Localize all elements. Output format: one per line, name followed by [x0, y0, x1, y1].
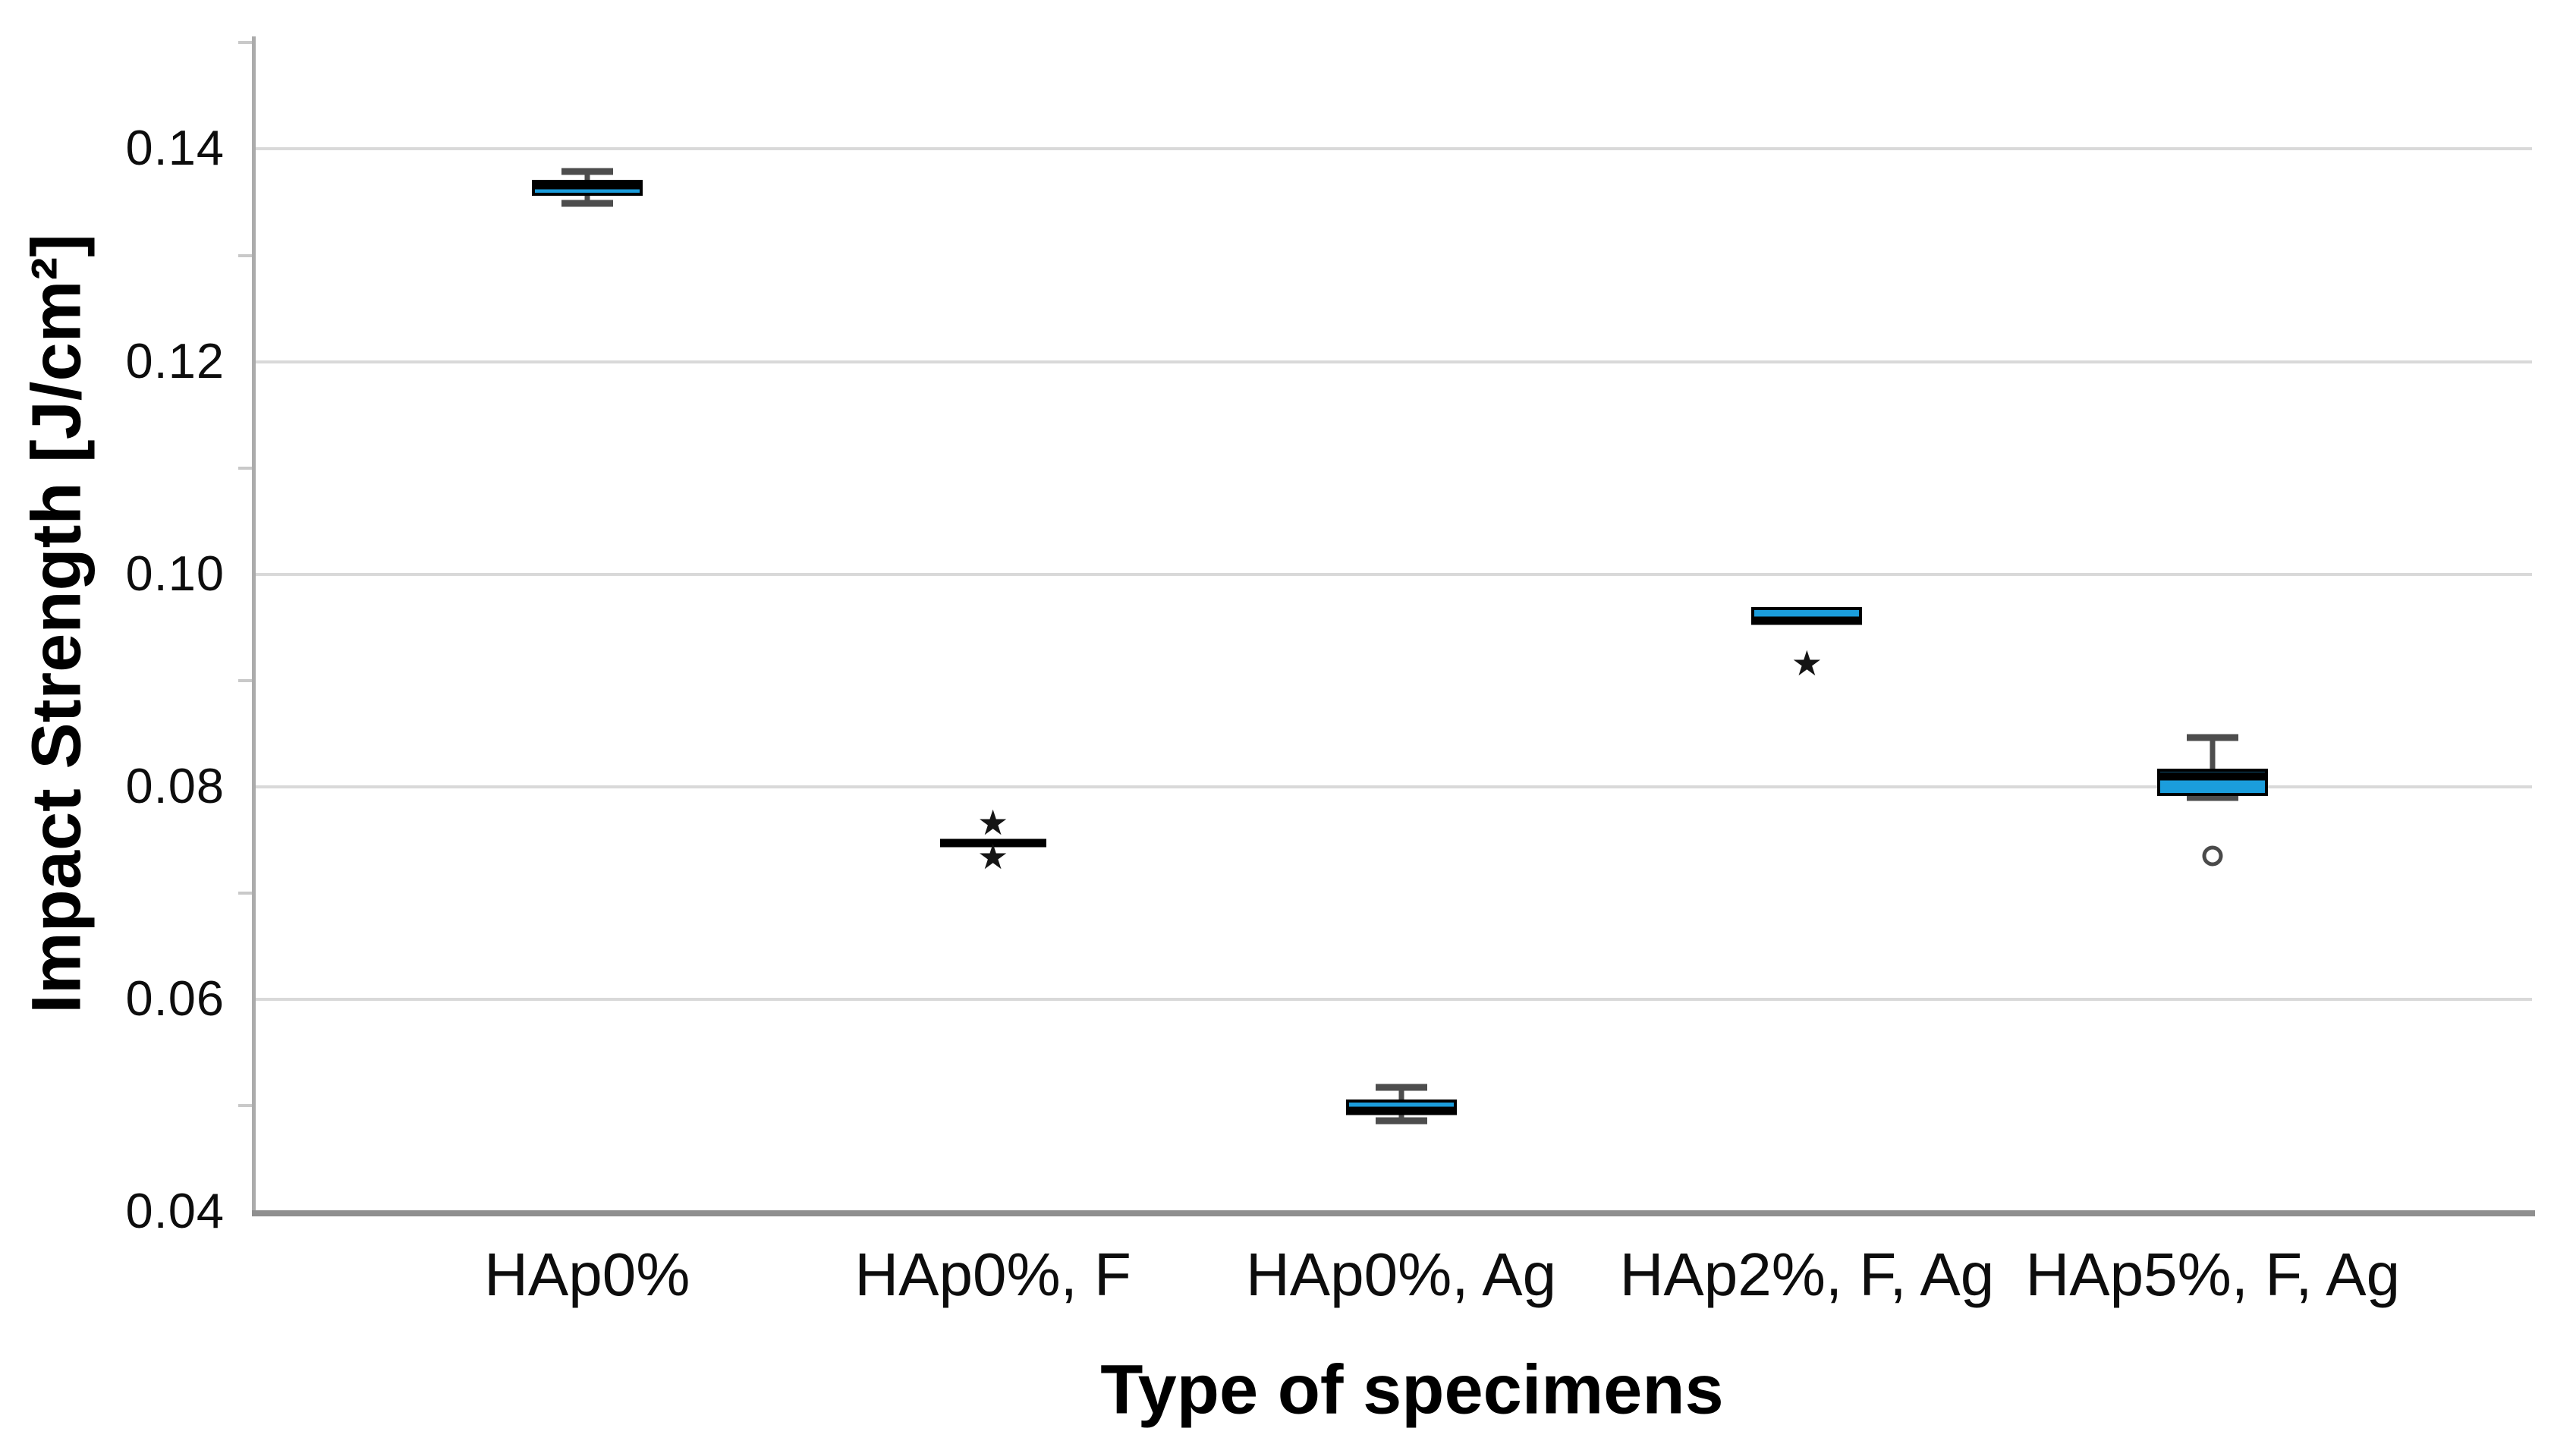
- y-tick-label: 0.12: [125, 332, 225, 389]
- x-tick-label-3: HAp0%, Ag: [1245, 1241, 1557, 1308]
- gridline-0.14: [252, 147, 2532, 151]
- y-minor-tick: [238, 1103, 252, 1107]
- gridline-0.12: [252, 360, 2532, 363]
- x-tick-label-1: HAp0%: [484, 1241, 690, 1308]
- y-tick-label: 0.10: [125, 545, 225, 601]
- lower-whisker-cap: [1375, 1117, 1427, 1125]
- upper-whisker-cap: [1375, 1084, 1427, 1091]
- y-minor-tick: [238, 891, 252, 895]
- median-line: [1345, 1106, 1457, 1115]
- upper-whisker-stem: [584, 171, 590, 181]
- x-axis-title: Type of specimens: [1100, 1351, 1724, 1429]
- gridline-0.06: [252, 997, 2532, 1001]
- upper-whisker-stem: [1398, 1087, 1404, 1100]
- median-line: [939, 838, 1046, 848]
- y-axis-line: [252, 36, 256, 1212]
- y-minor-tick: [238, 466, 252, 470]
- y-tick-label: 0.14: [125, 120, 225, 176]
- median-line: [1751, 616, 1863, 625]
- x-axis-line: [252, 1210, 2535, 1216]
- median-line: [2157, 772, 2269, 781]
- y-tick-label: 0.08: [125, 757, 225, 813]
- lower-whisker-cap: [561, 200, 613, 207]
- outlier-star: ★: [977, 836, 1009, 878]
- gridline-0.10: [252, 572, 2532, 576]
- y-minor-tick: [238, 41, 252, 45]
- upper-whisker-cap: [2187, 734, 2239, 741]
- upper-whisker-cap: [561, 168, 613, 175]
- x-tick-label-2: HAp0%, F: [854, 1241, 1131, 1308]
- x-tick-label-4: HAp2%, F, Ag: [1619, 1241, 1995, 1308]
- median-line: [531, 181, 643, 190]
- outlier-circle: [2202, 845, 2223, 867]
- x-tick-label-5: HAp5%, F, Ag: [2025, 1241, 2401, 1308]
- y-tick-label: 0.06: [125, 970, 225, 1026]
- outlier-star: ★: [1791, 643, 1823, 684]
- y-tick-label: 0.04: [125, 1183, 225, 1238]
- gridline-0.08: [252, 785, 2532, 788]
- lower-whisker-cap: [2187, 794, 2239, 801]
- lower-whisker-stem: [1398, 1112, 1404, 1121]
- lower-whisker-stem: [584, 196, 590, 203]
- y-minor-tick: [238, 253, 252, 257]
- outlier-star: ★: [977, 802, 1009, 844]
- upper-whisker-stem: [2210, 738, 2216, 769]
- y-minor-tick: [238, 678, 252, 682]
